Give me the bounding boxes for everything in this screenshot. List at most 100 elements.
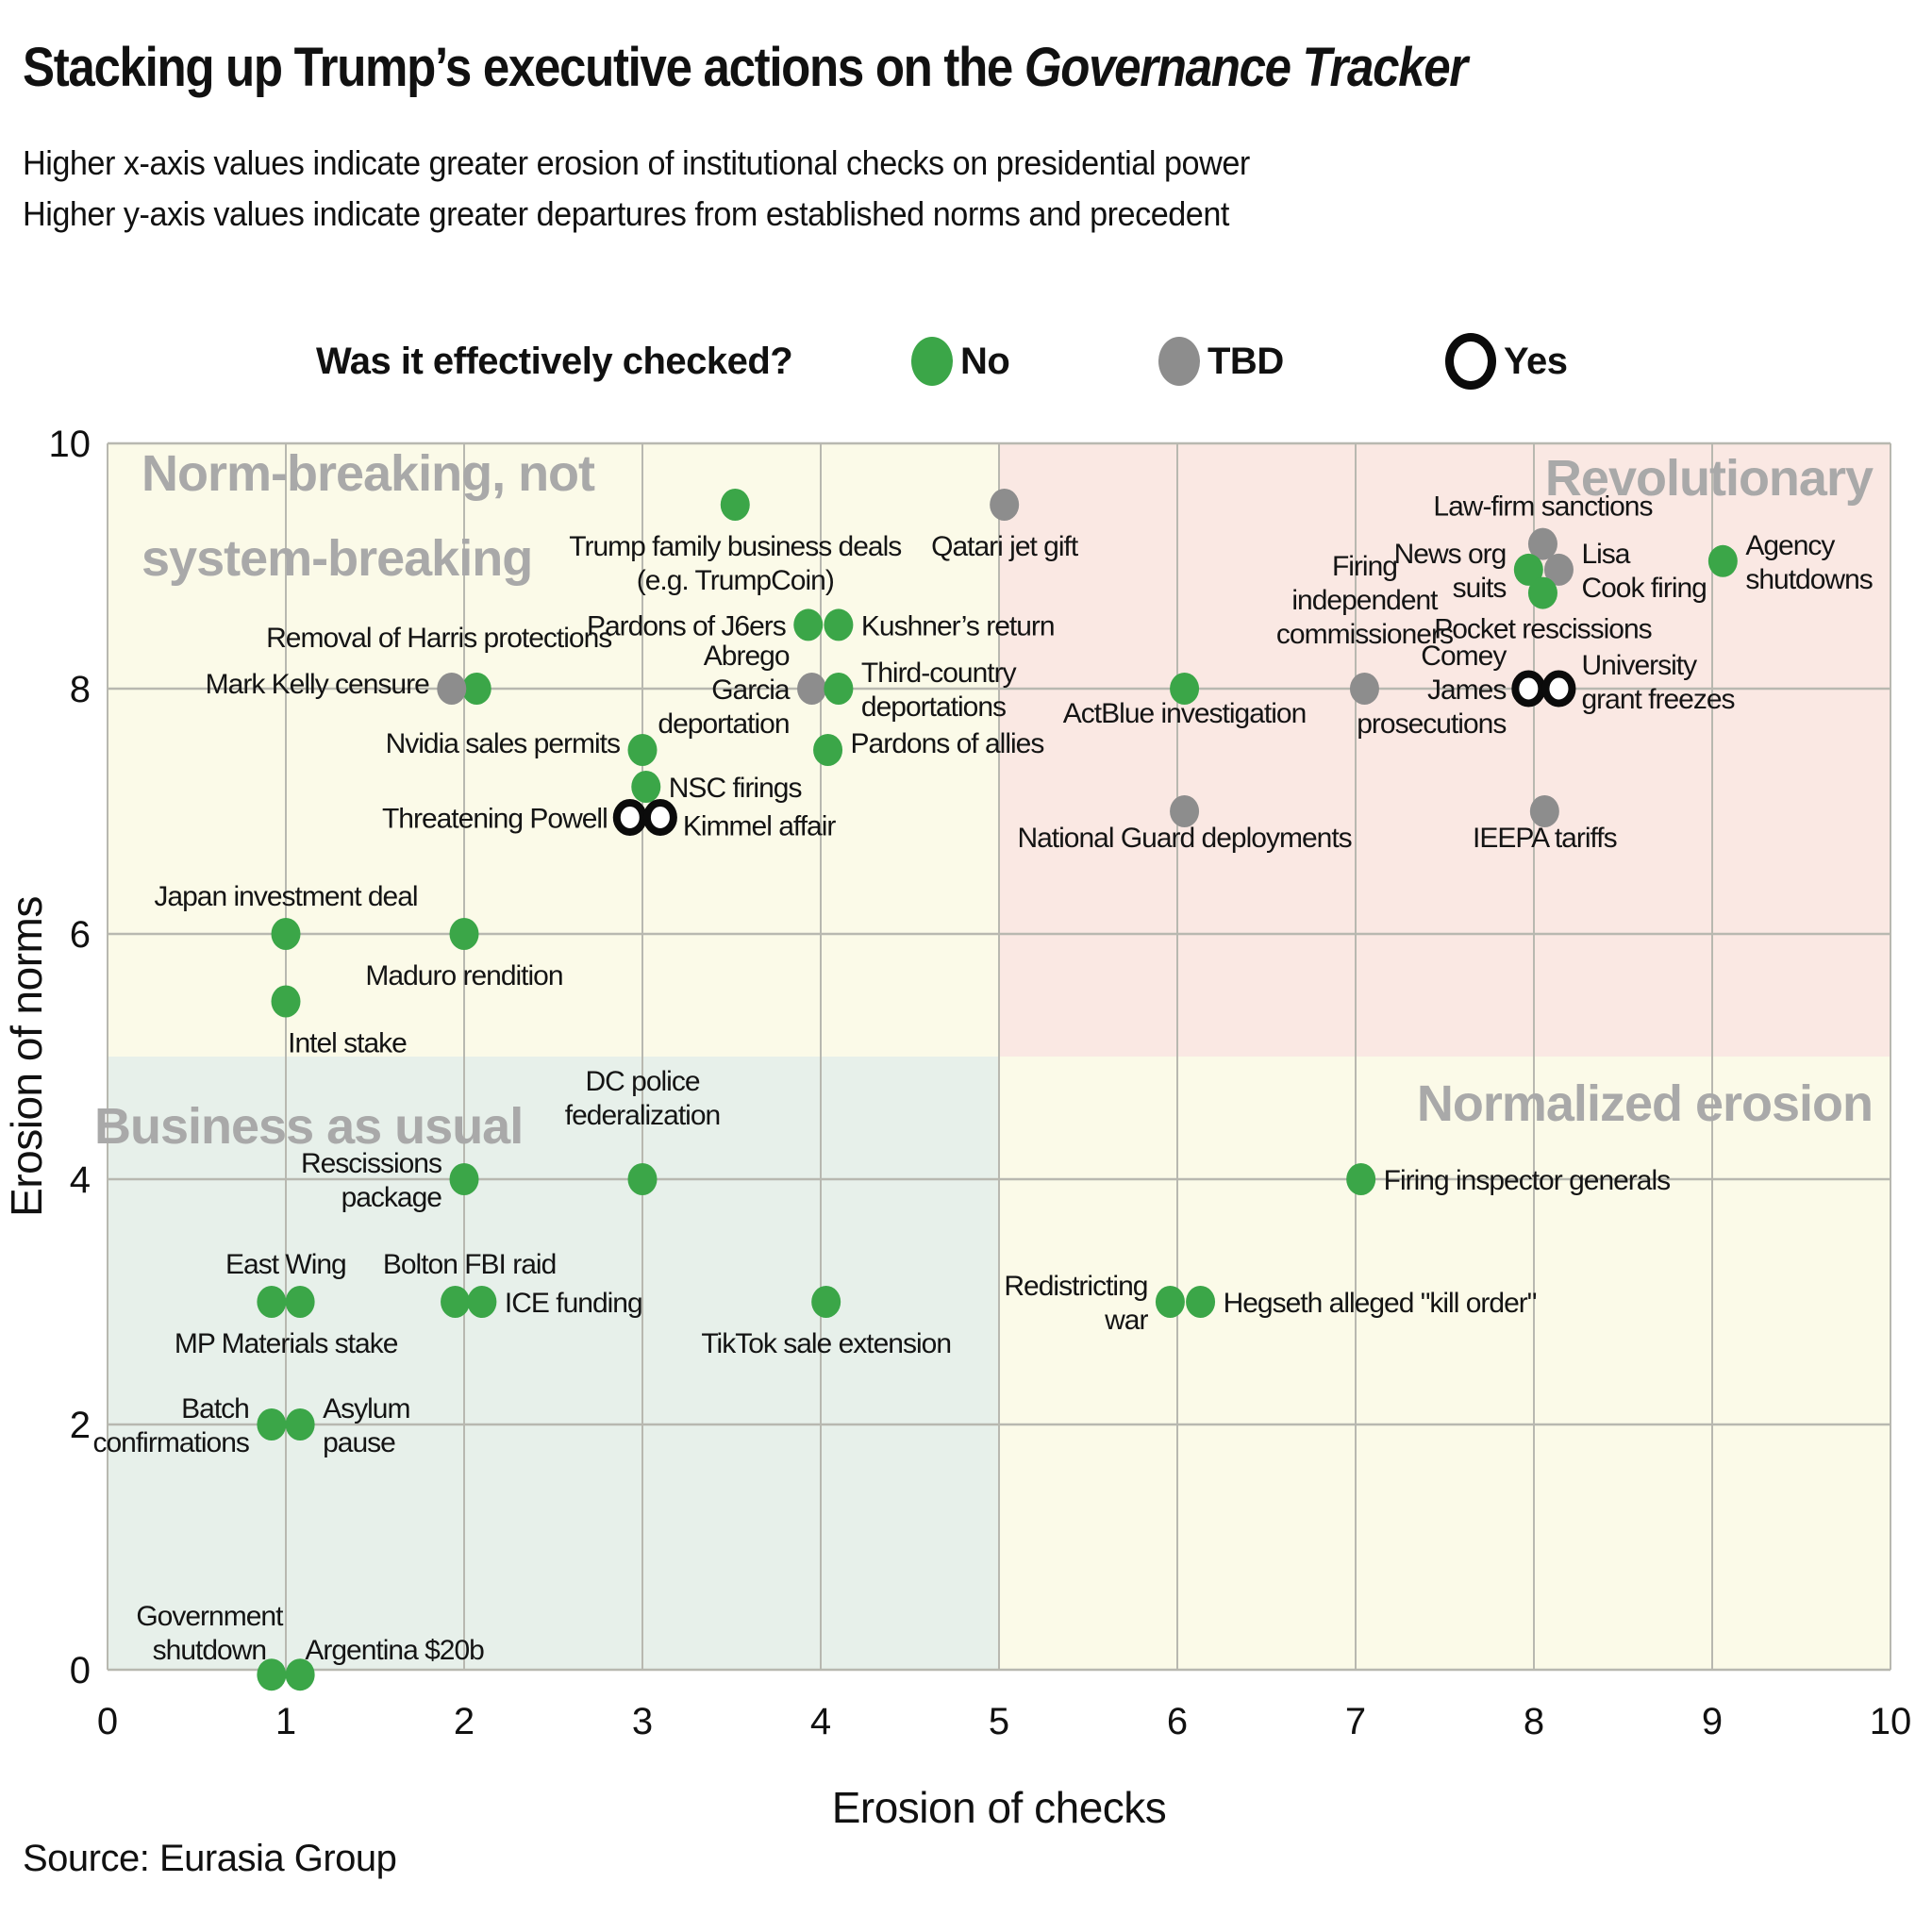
point-label-redistricting-war: war bbox=[1104, 1305, 1148, 1336]
point-label-third-country-deportations: deportations bbox=[861, 691, 1006, 723]
x-tick-1: 1 bbox=[275, 1701, 296, 1742]
x-tick-2: 2 bbox=[454, 1701, 475, 1742]
point-dot-firing-independent-commissioners bbox=[1349, 673, 1379, 705]
point-label-agency-shutdowns: Agency bbox=[1745, 530, 1835, 561]
quadrant-bg-normalized-erosion bbox=[999, 1057, 1890, 1670]
tbd-dot-icon bbox=[1158, 337, 1200, 386]
point-label-redistricting-war: Redistricting bbox=[1004, 1271, 1147, 1302]
point-label-hegseth-alleged-kill-order: Hegseth alleged "kill order" bbox=[1224, 1288, 1537, 1319]
point-label-national-guard-deployments: National Guard deployments bbox=[1017, 823, 1351, 854]
point-label-asylum-pause: Asylum bbox=[323, 1393, 409, 1424]
point-label-dc-police-federalization: federalization bbox=[565, 1100, 720, 1131]
quadrant-label-normalized-erosion: Normalized erosion bbox=[1417, 1075, 1873, 1132]
point-dot-ieepa-tariffs bbox=[1529, 795, 1559, 827]
point-dot-kushner-s-return bbox=[824, 608, 854, 641]
point-label-ieepa-tariffs: IEEPA tariffs bbox=[1473, 823, 1617, 854]
point-label-firing-independent-commissioners: commissioners bbox=[1276, 619, 1453, 650]
point-dot-lisa-cook-firing bbox=[1543, 553, 1574, 586]
x-tick-10: 10 bbox=[1870, 1701, 1912, 1742]
point-label-pardons-of-j6ers: Pardons of J6ers bbox=[587, 610, 786, 641]
point-label-pardons-of-allies: Pardons of allies bbox=[851, 728, 1044, 759]
point-dot-news-org-suits bbox=[1513, 553, 1543, 586]
point-label-actblue-investigation: ActBlue investigation bbox=[1063, 698, 1307, 729]
x-tick-9: 9 bbox=[1702, 1701, 1723, 1742]
point-dot-tiktok-sale-extension bbox=[811, 1286, 841, 1318]
x-tick-5: 5 bbox=[989, 1701, 1009, 1742]
point-label-comey-james-prosecutions: Comey bbox=[1421, 641, 1507, 672]
point-label-pocket-rescissions: Pocket rescissions bbox=[1434, 614, 1651, 645]
no-dot-icon bbox=[911, 337, 953, 386]
legend-item-no: No bbox=[911, 332, 1010, 391]
quadrant-label-norm-breaking: Norm-breaking, not bbox=[142, 445, 595, 502]
y-tick-0: 0 bbox=[70, 1650, 91, 1691]
point-label-qatari-jet-gift: Qatari jet gift bbox=[931, 531, 1079, 562]
point-label-nsc-firings: NSC firings bbox=[669, 773, 802, 804]
point-label-maduro-rendition: Maduro rendition bbox=[365, 960, 562, 991]
point-dot-argentina-20b bbox=[285, 1658, 315, 1691]
point-dot-kimmel-affair bbox=[642, 799, 677, 836]
point-dot-nsc-firings bbox=[631, 771, 661, 803]
x-axis-title: Erosion of checks bbox=[832, 1783, 1167, 1832]
point-dot-japan-investment-deal bbox=[271, 918, 301, 950]
quadrant-label-business-as-usual: Business as usual bbox=[94, 1098, 523, 1155]
point-dot-abrego-garcia-deportation bbox=[797, 673, 827, 705]
x-tick-6: 6 bbox=[1167, 1701, 1188, 1742]
point-label-ice-funding: ICE funding bbox=[505, 1288, 642, 1319]
point-dot-actblue-investigation bbox=[1170, 673, 1200, 705]
point-label-mark-kelly-censure: Mark Kelly censure bbox=[206, 669, 429, 700]
point-label-removal-of-harris-protections: Removal of Harris protections bbox=[266, 623, 611, 654]
point-label-lisa-cook-firing: Lisa bbox=[1581, 539, 1630, 570]
point-label-third-country-deportations: Third-country bbox=[861, 658, 1017, 689]
point-dot-redistricting-war bbox=[1155, 1286, 1185, 1318]
x-tick-7: 7 bbox=[1345, 1701, 1366, 1742]
y-tick-10: 10 bbox=[49, 424, 92, 465]
point-label-batch-confirmations: confirmations bbox=[92, 1427, 248, 1458]
point-label-asylum-pause: pause bbox=[323, 1427, 395, 1458]
yes-circle-icon bbox=[1445, 333, 1496, 390]
y-tick-4: 4 bbox=[70, 1159, 91, 1201]
point-label-firing-independent-commissioners: independent bbox=[1291, 585, 1439, 616]
legend-question: Was it effectively checked? bbox=[316, 340, 793, 382]
y-axis-title: Erosion of norms bbox=[2, 896, 51, 1217]
point-label-abrego-garcia-deportation: Garcia bbox=[711, 675, 791, 706]
point-label-intel-stake: Intel stake bbox=[288, 1028, 407, 1059]
point-dot-nvidia-sales-permits bbox=[627, 734, 658, 766]
subtitle: Higher x-axis values indicate greater er… bbox=[23, 138, 1250, 240]
x-tick-3: 3 bbox=[632, 1701, 653, 1742]
legend-label-yes: Yes bbox=[1504, 340, 1568, 382]
point-label-rescissions-package: Rescissions bbox=[301, 1148, 441, 1179]
point-dot-east-wing bbox=[257, 1286, 287, 1318]
point-label-kimmel-affair: Kimmel affair bbox=[683, 811, 837, 842]
point-label-university-grant-freezes: grant freezes bbox=[1581, 684, 1734, 715]
point-label-government-shutdown: shutdown bbox=[153, 1635, 266, 1666]
point-label-university-grant-freezes: University bbox=[1581, 650, 1697, 681]
point-label-trump-family-business-deals-e-g-trumpcoin: (e.g. TrumpCoin) bbox=[637, 565, 834, 596]
point-dot-law-firm-sanctions bbox=[1527, 527, 1557, 560]
point-label-lisa-cook-firing: Cook firing bbox=[1581, 573, 1706, 604]
x-tick-8: 8 bbox=[1524, 1701, 1544, 1742]
point-dot-comey-james-prosecutions bbox=[1511, 670, 1546, 708]
point-label-law-firm-sanctions: Law-firm sanctions bbox=[1433, 491, 1652, 523]
point-dot-maduro-rendition bbox=[449, 918, 479, 950]
point-dot-trump-family-business-deals-e-g-trumpcoin bbox=[720, 489, 750, 521]
x-tick-4: 4 bbox=[810, 1701, 831, 1742]
point-label-firing-independent-commissioners: Firing bbox=[1332, 551, 1397, 582]
source-credit: Source: Eurasia Group bbox=[23, 1838, 397, 1879]
point-dot-university-grant-freezes bbox=[1541, 670, 1576, 708]
point-dot-removal-of-harris-protections bbox=[461, 673, 491, 705]
legend-item-yes: Yes bbox=[1445, 332, 1568, 391]
point-label-government-shutdown: Government bbox=[136, 1601, 284, 1632]
point-dot-mark-kelly-censure bbox=[437, 673, 467, 705]
point-label-mp-materials-stake: MP Materials stake bbox=[175, 1328, 398, 1359]
y-tick-2: 2 bbox=[70, 1405, 91, 1446]
point-label-argentina-20b: Argentina $20b bbox=[305, 1635, 484, 1666]
point-label-tiktok-sale-extension: TikTok sale extension bbox=[701, 1328, 951, 1359]
point-dot-bolton-fbi-raid bbox=[441, 1286, 471, 1318]
point-label-batch-confirmations: Batch bbox=[181, 1393, 249, 1424]
point-label-comey-james-prosecutions: prosecutions bbox=[1357, 708, 1506, 740]
subtitle-line2: Higher y-axis values indicate greater de… bbox=[23, 194, 1229, 233]
point-dot-threatening-powell bbox=[612, 799, 647, 836]
legend-item-tbd: TBD bbox=[1158, 332, 1284, 391]
